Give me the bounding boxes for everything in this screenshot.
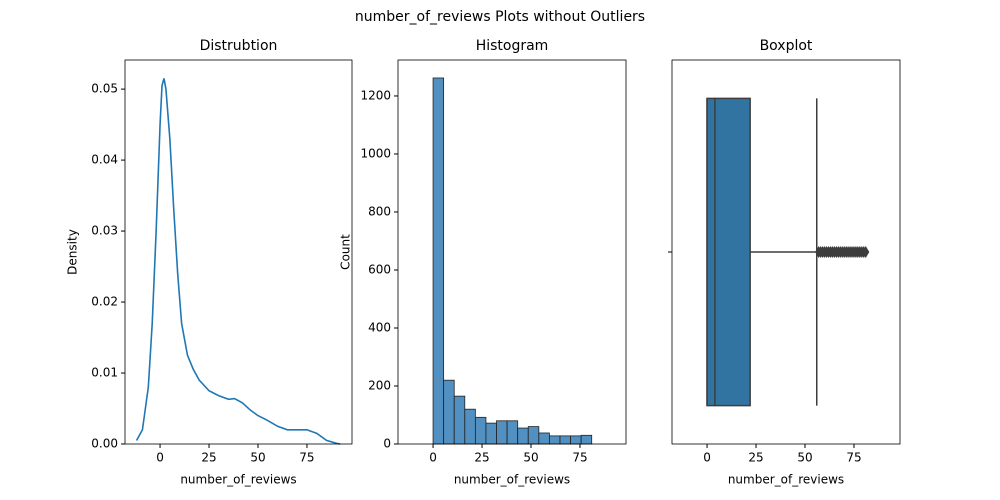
y-tick-label: 800 — [368, 204, 391, 218]
x-tick-label: 0 — [156, 451, 164, 465]
hist-bar — [559, 435, 571, 445]
y-tick-label: 0.00 — [91, 437, 118, 451]
x-axis-label: number_of_reviews — [180, 473, 296, 487]
x-tick-label: 0 — [703, 451, 711, 465]
axes-title: Boxplot — [760, 38, 813, 54]
hist-bar — [580, 434, 593, 445]
y-tick-label: 0.01 — [91, 366, 118, 380]
y-tick-label: 400 — [368, 320, 391, 334]
hist-bar — [549, 435, 561, 445]
y-axis-label: Density — [66, 229, 80, 275]
y-tick-label: 0.05 — [91, 82, 118, 96]
axes-frame — [397, 59, 627, 445]
x-tick-label: 50 — [797, 451, 812, 465]
hist-bar — [432, 77, 445, 445]
x-tick-label: 75 — [572, 451, 587, 465]
hist-bar — [485, 422, 497, 445]
outlier — [862, 246, 870, 258]
hist-bar — [474, 416, 487, 445]
hist-bar — [464, 408, 476, 445]
y-tick-label: 200 — [368, 378, 391, 392]
y-tick-label: 1200 — [360, 88, 391, 102]
hist-bar — [538, 432, 550, 445]
x-axis-label: number_of_reviews — [728, 473, 844, 487]
x-tick-label: 25 — [748, 451, 763, 465]
x-tick-label: 25 — [474, 451, 489, 465]
hist-bar — [453, 395, 466, 445]
y-tick-label: 1000 — [360, 146, 391, 160]
axes-frame — [671, 59, 901, 445]
x-tick-label: 75 — [299, 451, 314, 465]
y-tick-label: 0.04 — [91, 153, 118, 167]
y-tick-label: 0.03 — [91, 224, 118, 238]
axes-title: Histogram — [476, 38, 549, 54]
x-tick-label: 0 — [429, 451, 437, 465]
axes-frame — [124, 59, 353, 445]
axes-title: Distrubtion — [200, 38, 278, 54]
y-tick-label: 0.02 — [91, 295, 118, 309]
y-tick-label: 0 — [383, 437, 391, 451]
hist-bar — [517, 427, 529, 445]
density-line — [135, 78, 341, 445]
hist-bar — [496, 420, 508, 445]
hist-bar — [443, 379, 455, 445]
y-tick-label: 600 — [368, 262, 391, 276]
x-tick-label: 75 — [846, 451, 861, 465]
x-tick-label: 50 — [250, 451, 265, 465]
figure-title: number_of_reviews Plots without Outliers — [355, 9, 645, 25]
hist-bar — [527, 426, 540, 445]
hist-bar — [506, 420, 519, 445]
box — [706, 97, 751, 407]
x-tick-label: 50 — [523, 451, 538, 465]
x-tick-label: 25 — [201, 451, 216, 465]
x-axis-label: number_of_reviews — [454, 473, 570, 487]
hist-bar — [570, 435, 582, 445]
y-axis-label: Count — [339, 234, 353, 270]
